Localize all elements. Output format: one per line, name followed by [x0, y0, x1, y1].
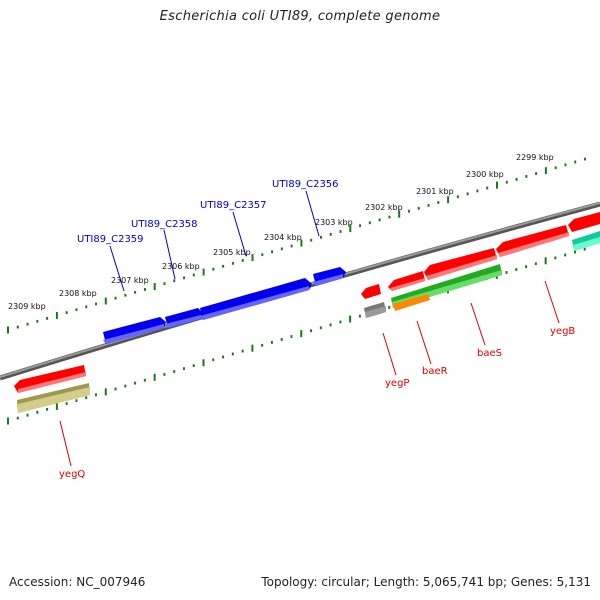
gene-label-uti89-c2359: UTI89_C2359	[77, 234, 144, 245]
gene-arrow-edge-red[interactable]	[568, 212, 600, 232]
accession-text: Accession: NC_007946	[9, 575, 146, 589]
gene-labels: UTI89_C2356 UTI89_C2357 UTI89_C2358 UTI8…	[59, 179, 575, 480]
kbp-label-2303: 2303 kbp	[315, 218, 353, 227]
gene-label-uti89-c2356: UTI89_C2356	[272, 179, 339, 190]
kbp-label-2305: 2305 kbp	[213, 248, 251, 257]
upper-ruler	[7, 157, 587, 334]
gene-label-uti89-c2358: UTI89_C2358	[131, 219, 198, 230]
gene-label-yegq: yegQ	[59, 469, 85, 480]
ruler-labels: 2299 kbp 2300 kbp 2301 kbp 2302 kbp 2303…	[8, 153, 554, 311]
gene-label-uti89-c2357: UTI89_C2357	[200, 200, 267, 211]
kbp-label-2301: 2301 kbp	[416, 187, 454, 196]
genome-summary-text: Topology: circular; Length: 5,065,741 bp…	[261, 575, 591, 589]
gene-label-baes: baeS	[477, 348, 502, 359]
kbp-label-2302: 2302 kbp	[365, 203, 403, 212]
kbp-label-2299: 2299 kbp	[516, 153, 554, 162]
kbp-label-2307: 2307 kbp	[111, 276, 149, 285]
kbp-label-2304: 2304 kbp	[264, 233, 302, 242]
gene-label-yegb: yegB	[550, 326, 575, 337]
feature-orange[interactable]	[393, 294, 430, 311]
leader-lines	[59, 190, 560, 467]
forward-strand-genes	[103, 267, 346, 344]
kbp-label-2308: 2308 kbp	[59, 289, 97, 298]
gene-label-baer: baeR	[422, 366, 448, 377]
gene-arrow-small-red[interactable]	[361, 284, 381, 299]
kbp-label-2309: 2309 kbp	[8, 302, 46, 311]
gene-label-yegp: yegP	[385, 378, 409, 389]
reverse-strand-genes	[14, 212, 600, 393]
feature-track	[17, 231, 600, 413]
diagram-title: Escherichia coli UTI89, complete genome	[159, 9, 441, 24]
kbp-label-2300: 2300 kbp	[466, 170, 504, 179]
kbp-label-2306: 2306 kbp	[162, 262, 200, 271]
